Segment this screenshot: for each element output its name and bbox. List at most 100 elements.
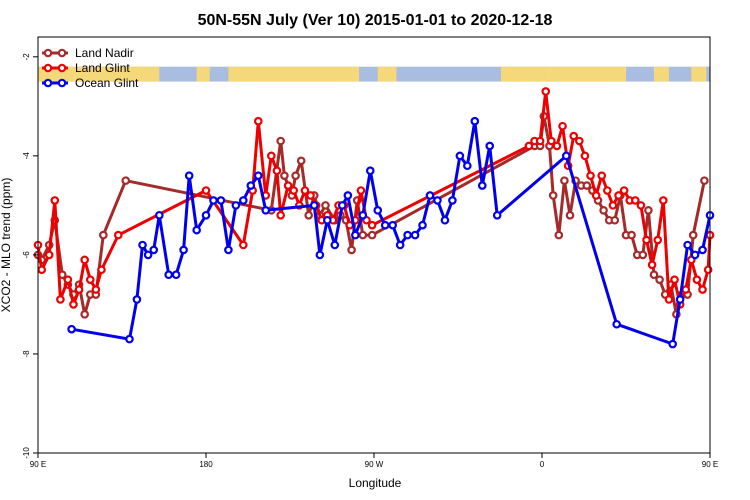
data-point [388,220,397,230]
data-point [224,245,233,255]
data-point [565,210,575,220]
strip-land-segment [196,66,210,82]
data-point [315,250,325,260]
strip-land-segment [38,66,160,82]
data-point [455,151,465,161]
data-point [380,220,390,230]
data-point [655,275,664,284]
data-point [642,235,651,245]
data-point [560,176,569,185]
data-point [569,131,579,141]
data-point [636,201,646,210]
data-point [659,196,668,205]
data-point [239,240,248,250]
data-point [603,186,612,195]
data-point [410,230,420,240]
data-point [582,181,592,190]
legend-swatch-marker [57,48,67,58]
data-point [485,141,495,151]
data-point [246,181,256,190]
data-point [56,295,65,304]
data-point [309,201,319,210]
data-point [612,319,621,329]
data-point [698,285,707,294]
data-point [231,201,241,210]
data-point [289,186,299,195]
x-tick-label: 180 [199,460,213,469]
data-point [132,295,142,304]
data-point [586,171,595,180]
data-point [558,121,567,131]
data-point [306,191,315,200]
data-point [627,230,636,240]
data-point [155,210,164,220]
strip-land-segment [654,66,669,82]
data-point [683,240,692,250]
legend-label: Land Nadir [75,46,134,60]
data-point [690,250,700,260]
series-layer [33,87,715,349]
data-point [291,171,300,180]
data-point [343,191,353,200]
data-point [597,171,607,180]
data-point [535,136,545,146]
data-point [85,275,95,284]
data-point [67,324,76,334]
data-point [321,201,330,210]
series-ocean-glint [67,116,715,349]
data-point [272,166,282,176]
data-point [664,295,674,304]
land-mask-strip [38,66,710,82]
data-point [192,225,201,235]
data-point [470,116,480,126]
data-point [668,339,677,349]
y-axis: -2 -4 -6 -8 -10 [22,53,38,459]
data-point [463,161,472,171]
strip-land-segment [500,66,546,82]
data-point [614,191,623,200]
data-point [631,196,640,205]
data-point [143,250,153,260]
data-point [179,245,188,255]
data-point [575,136,584,146]
data-point [201,210,211,220]
series-line [71,119,712,346]
data-point [440,215,450,225]
data-point [373,206,383,215]
data-point [261,206,271,215]
data-point [267,151,276,161]
data-point [649,270,659,280]
data-point [358,230,368,240]
data-point [425,191,435,200]
legend-swatch-marker [57,63,67,73]
data-point [580,151,590,161]
data-point [619,186,629,195]
x-tick-label: 0 [540,460,545,469]
data-point [700,176,709,185]
data-point [395,240,405,250]
data-point [63,275,73,284]
data-point [138,240,147,250]
data-point [477,181,487,190]
data-point [50,196,60,205]
data-point [304,210,313,220]
x-axis-label: Longitude [349,476,402,490]
data-point [492,210,502,220]
data-point [638,250,648,260]
y-tick-label: -8 [22,350,31,358]
data-point [337,201,347,210]
data-point [644,206,653,215]
data-point [365,166,375,176]
data-point [276,136,285,146]
data-point [561,151,571,161]
data-point [692,275,702,284]
legend-label: Ocean Glint [75,76,139,90]
data-point [433,196,442,205]
data-point [403,230,412,240]
y-axis-label: XCO2 - MLO trend (ppm) [0,178,13,313]
data-point [524,141,534,151]
data-point [547,136,556,146]
data-point [300,186,310,195]
data-point [37,265,47,275]
